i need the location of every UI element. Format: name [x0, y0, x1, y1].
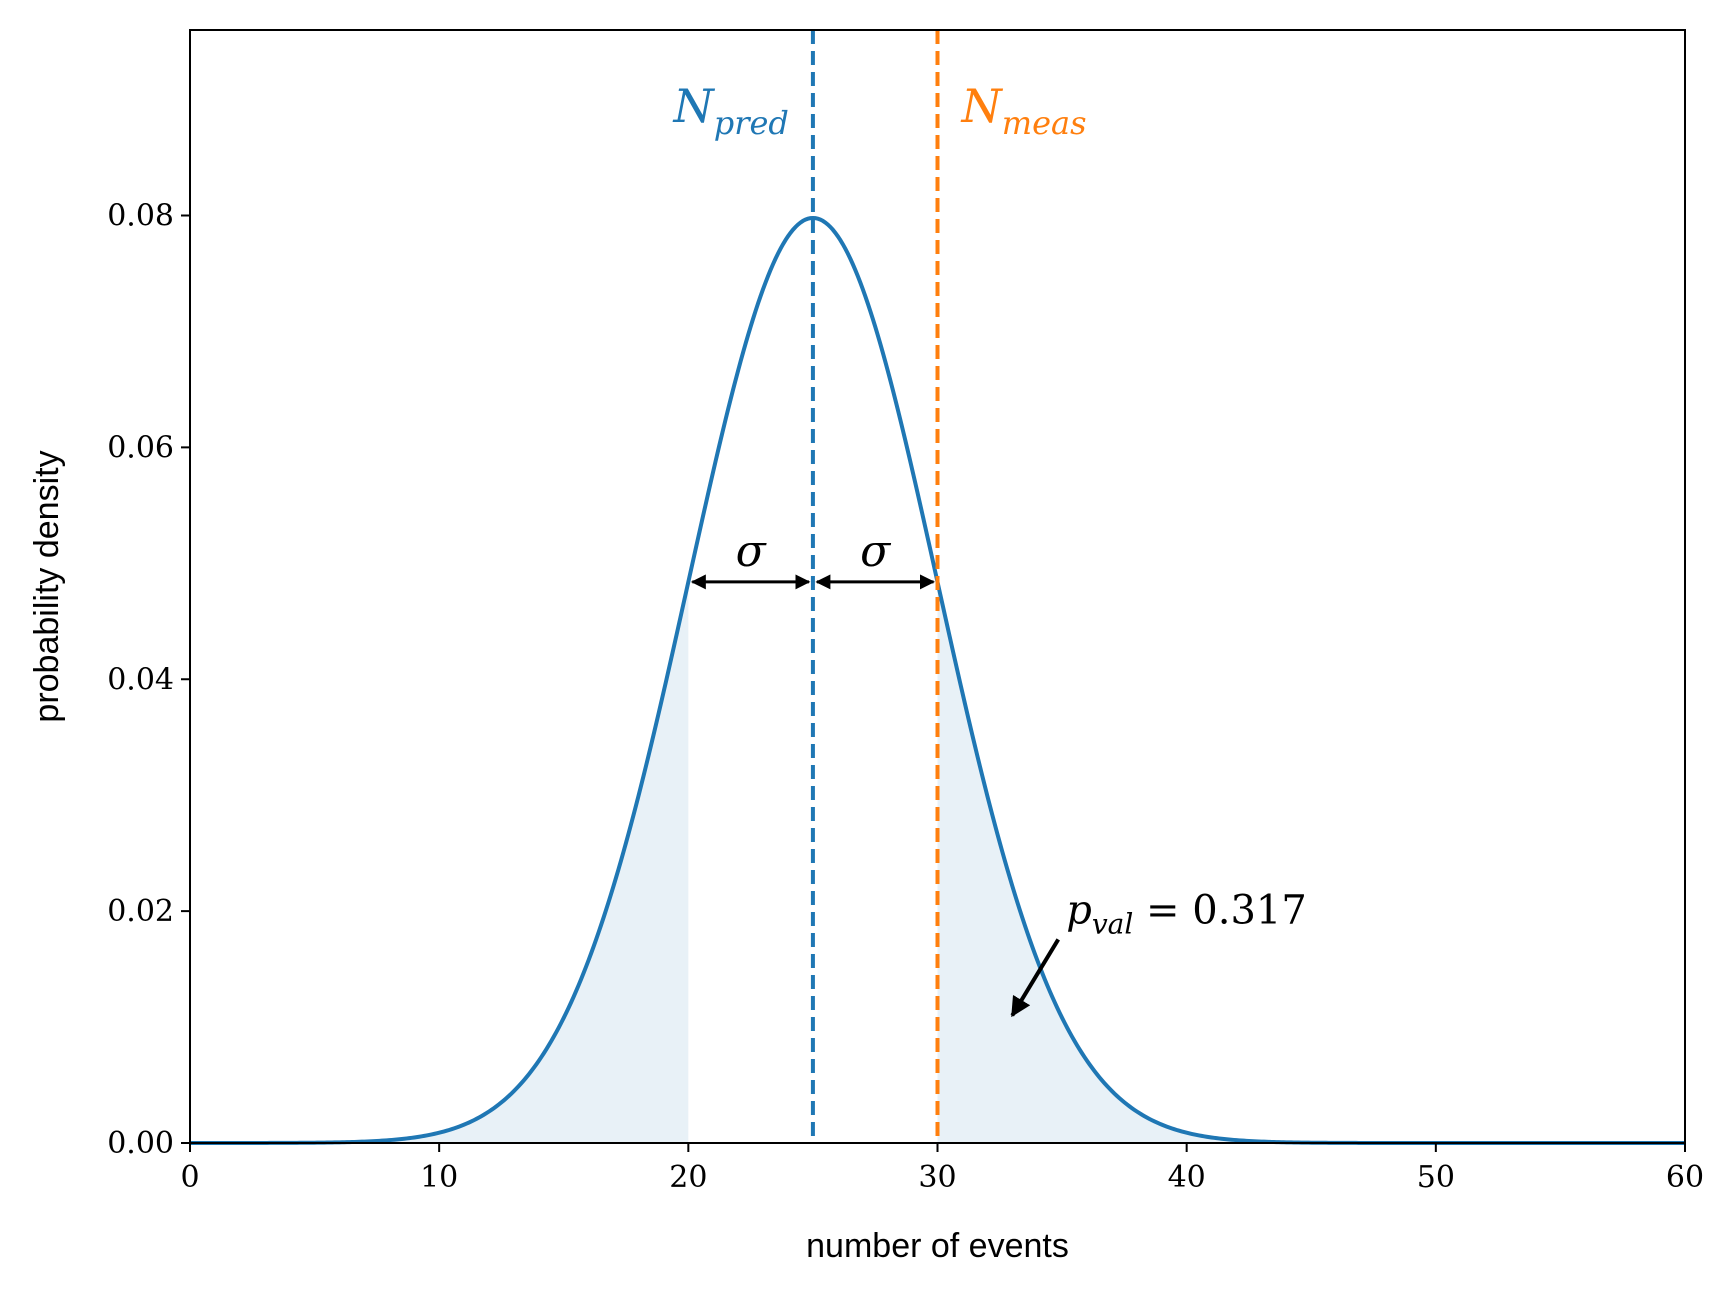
left-tail-area	[190, 581, 689, 1143]
x-tick-label: 50	[1417, 1160, 1455, 1195]
y-tick-label: 0.08	[107, 199, 174, 234]
x-axis-label: number of events	[806, 1227, 1069, 1265]
x-tick-label: 20	[669, 1160, 707, 1195]
x-tick-label: 30	[918, 1160, 956, 1195]
sigma-label-1: σ	[736, 526, 768, 577]
x-tick-label: 60	[1666, 1160, 1704, 1195]
vline-layer: Npred Nmeas	[672, 30, 1087, 1143]
pvalue-label: pval = 0.317	[1066, 887, 1307, 940]
annotation-layer: σ σ pval = 0.317	[690, 526, 1307, 1018]
pvalue-arrow	[1010, 938, 1060, 1018]
y-tick-label: 0.04	[107, 662, 174, 697]
shaded-tails	[190, 581, 1685, 1143]
x-tick-label: 0	[180, 1160, 199, 1195]
x-tick-label: 10	[420, 1160, 458, 1195]
right-tail-area	[937, 581, 1685, 1143]
measured-label: Nmeas	[961, 79, 1087, 142]
y-tick-label: 0.06	[107, 430, 174, 465]
predicted-label: Npred	[672, 79, 788, 142]
y-axis-label: probability density	[28, 450, 66, 722]
y-tick-label: 0.00	[107, 1126, 174, 1161]
y-tick-label: 0.02	[107, 894, 174, 929]
y-ticks: 0.00 0.02 0.04 0.06 0.08	[107, 199, 190, 1161]
sigma-label-2: σ	[860, 526, 892, 577]
x-ticks: 0 10 20 30 40 50 60	[180, 1143, 1704, 1195]
x-tick-label: 40	[1168, 1160, 1206, 1195]
